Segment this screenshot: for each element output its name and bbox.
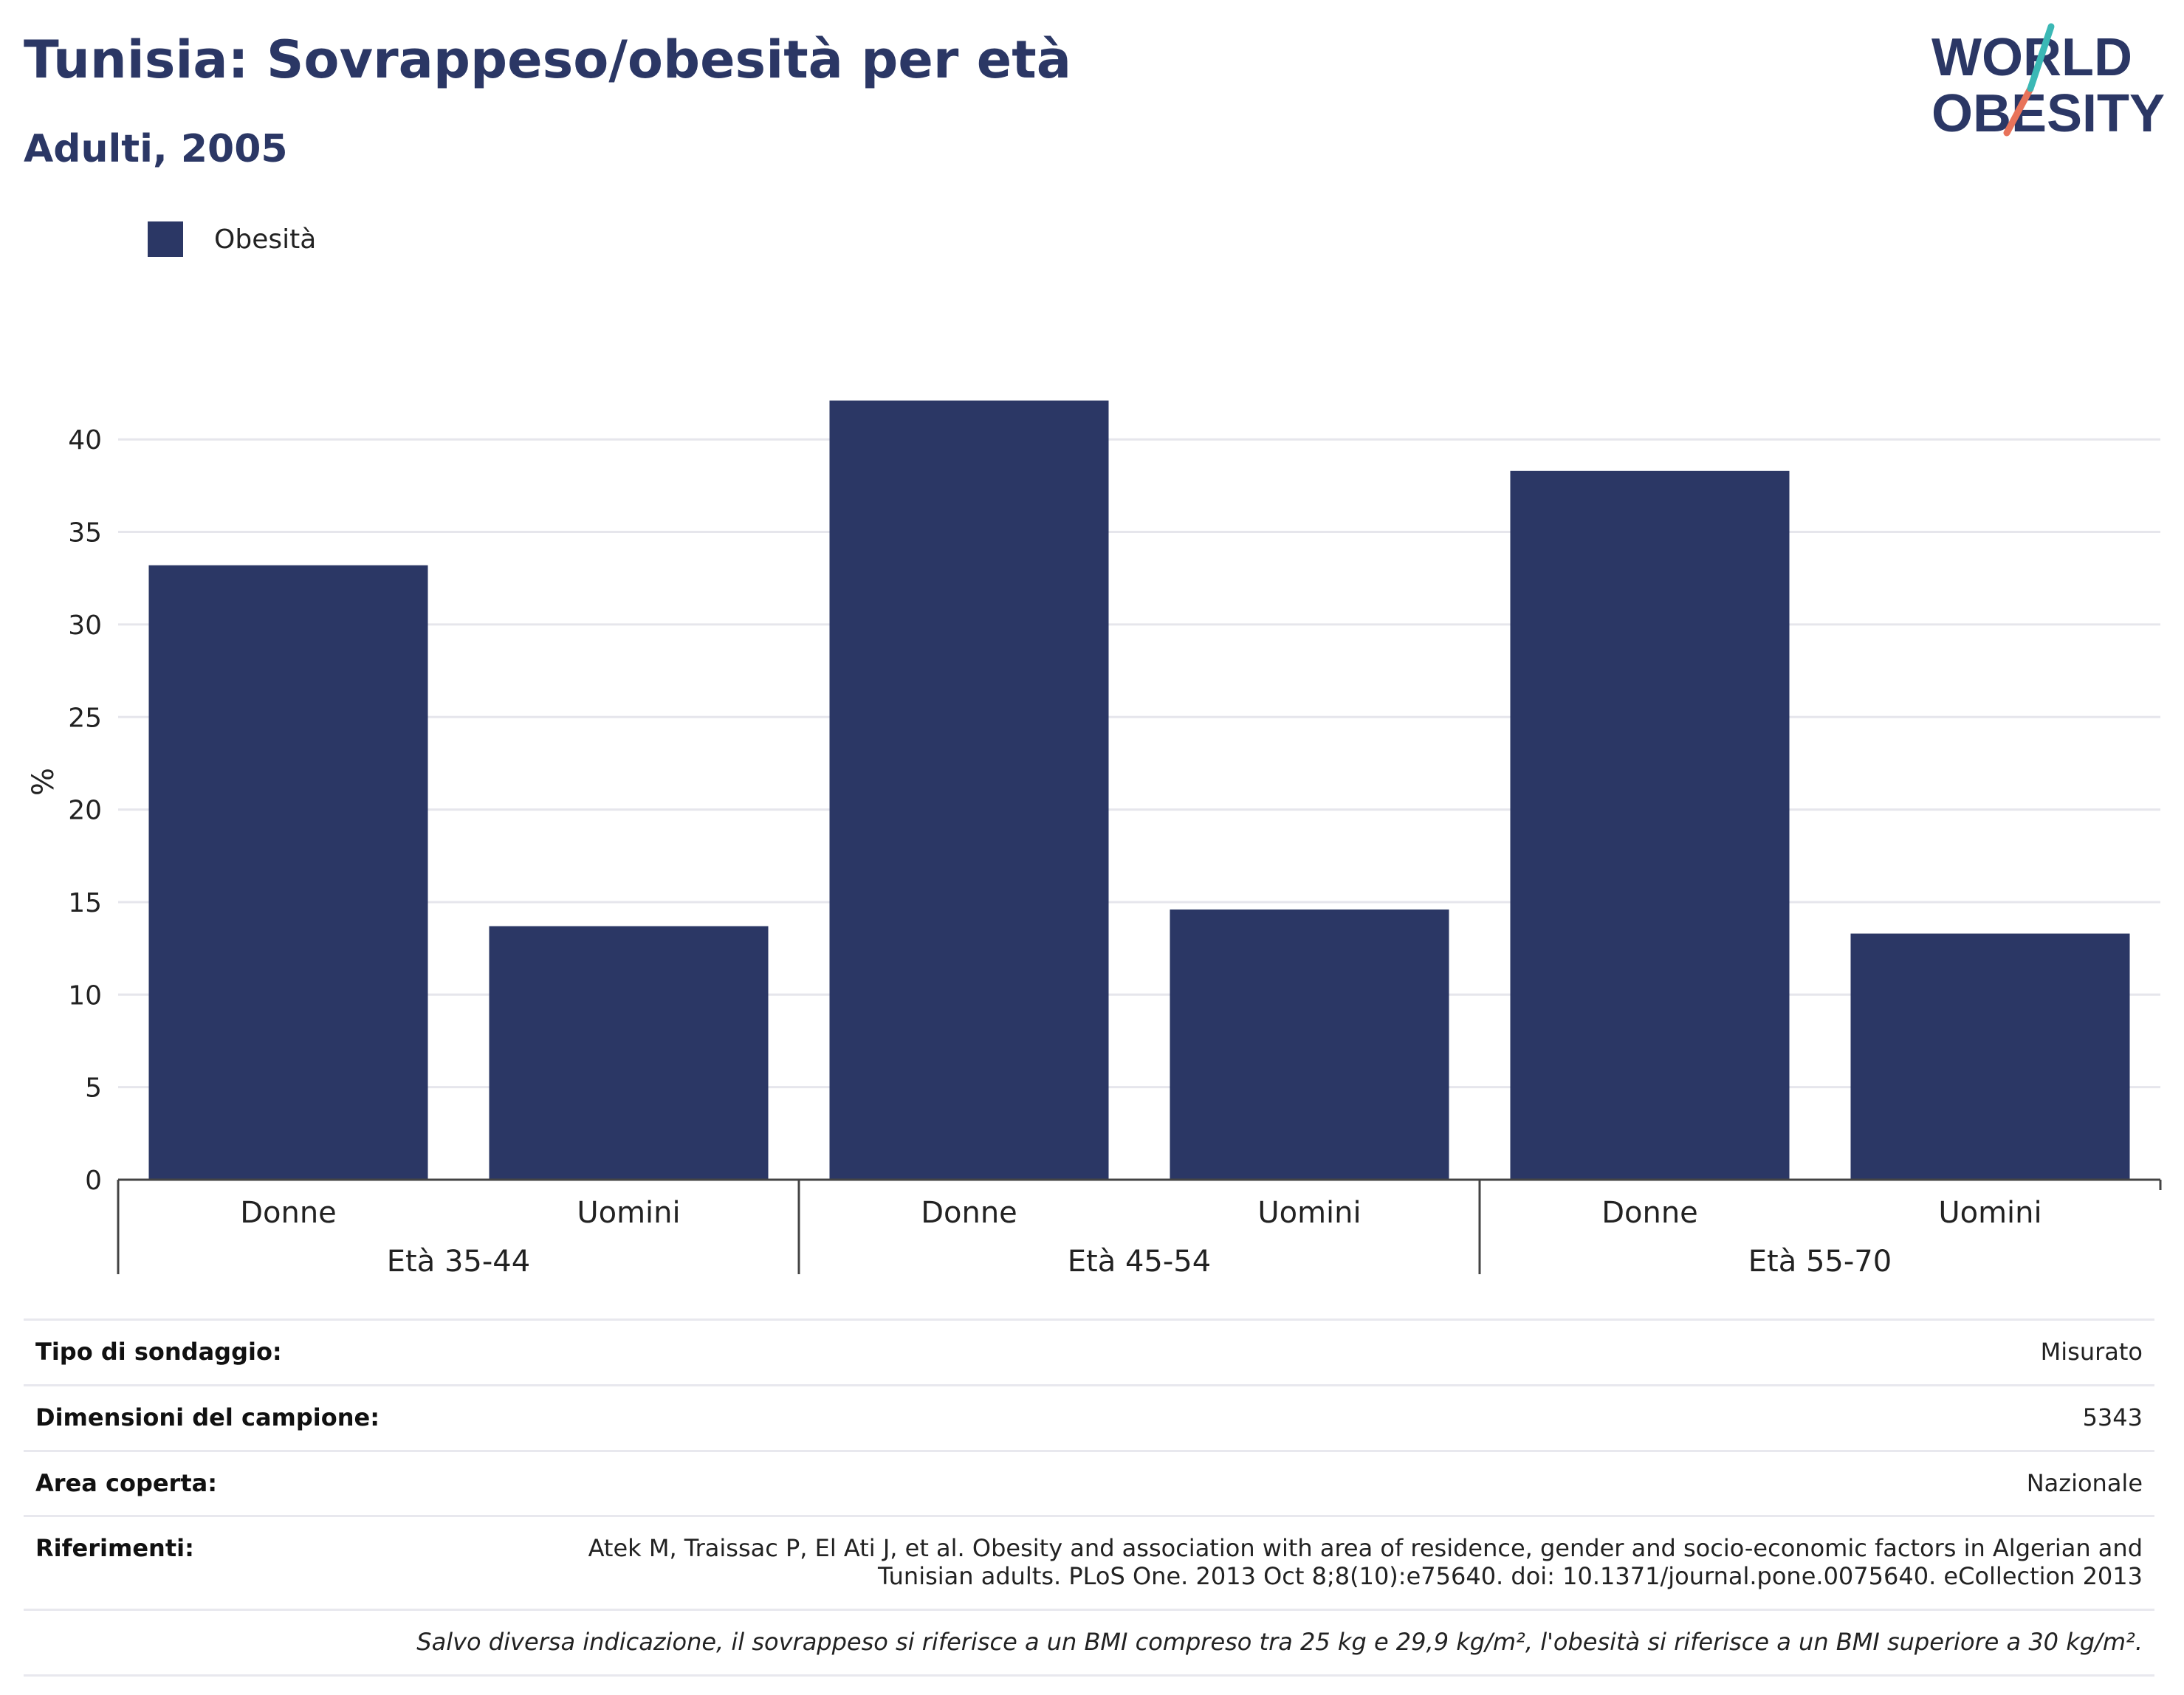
x-group-label: Età 35-44 <box>387 1245 530 1279</box>
info-value: 5343 <box>2082 1403 2143 1431</box>
info-value: Atek M, Traissac P, El Ati J, et al. Obe… <box>588 1534 2143 1590</box>
survey-info-table: Tipo di sondaggio: Misurato Dimensioni d… <box>24 1318 2154 1677</box>
info-label: Dimensioni del campione: <box>35 1403 380 1431</box>
bar <box>148 565 428 1180</box>
info-row: Riferimenti: Atek M, Traissac P, El Ati … <box>24 1516 2154 1610</box>
chart-title: Tunisia: Sovrappeso/obesità per età <box>24 30 1071 90</box>
info-label: Tipo di sondaggio: <box>35 1338 282 1366</box>
legend-label: Obesità <box>214 224 317 255</box>
info-value: Nazionale <box>2026 1468 2143 1497</box>
info-row: Dimensioni del campione: 5343 <box>24 1385 2154 1451</box>
legend-swatch <box>148 221 183 257</box>
chart-legend: Obesità <box>148 221 316 257</box>
x-group-label: Età 55-70 <box>1748 1245 1892 1279</box>
info-row: Tipo di sondaggio: Misurato <box>24 1319 2154 1386</box>
y-tick-label: 5 <box>85 1073 102 1104</box>
x-category-label: Uomini <box>1257 1196 1361 1230</box>
logo-line-2: OBESITY <box>1931 84 2165 143</box>
x-group-label: Età 45-54 <box>1068 1245 1211 1279</box>
y-tick-label: 30 <box>68 611 102 641</box>
y-tick-label: 25 <box>68 703 102 733</box>
bmi-note: Salvo diversa indicazione, il sovrappeso… <box>416 1627 2143 1656</box>
info-label: Area coperta: <box>35 1468 218 1497</box>
bar <box>829 400 1109 1180</box>
y-tick-label: 10 <box>68 980 102 1011</box>
info-note-row: Salvo diversa indicazione, il sovrappeso… <box>24 1609 2154 1675</box>
x-category-label: Donne <box>240 1196 337 1230</box>
y-tick-label: 15 <box>68 888 102 918</box>
bar <box>1510 470 1790 1180</box>
bar <box>1170 909 1449 1180</box>
y-tick-label: 0 <box>85 1166 102 1196</box>
y-tick-label: 40 <box>68 425 102 455</box>
y-tick-label: 20 <box>68 796 102 826</box>
x-category-label: Uomini <box>1938 1196 2042 1230</box>
bar <box>489 926 769 1180</box>
y-tick-label: 35 <box>68 518 102 549</box>
bar <box>1850 933 2130 1180</box>
info-row: Area coperta: Nazionale <box>24 1451 2154 1516</box>
y-axis-label: % <box>27 768 61 796</box>
world-obesity-logo: WORLD OBESITY <box>1931 23 2165 143</box>
info-label: Riferimenti: <box>35 1534 194 1563</box>
x-category-label: Uomini <box>577 1196 680 1230</box>
x-category-label: Donne <box>921 1196 1017 1230</box>
x-category-label: Donne <box>1601 1196 1698 1230</box>
info-value: Misurato <box>2040 1338 2143 1366</box>
chart-subtitle: Adulti, 2005 <box>24 127 288 171</box>
bar-chart: 0 5 10 15 20 25 30 35 40% Donne Uomini Donne Uomini D… <box>27 400 2162 1279</box>
